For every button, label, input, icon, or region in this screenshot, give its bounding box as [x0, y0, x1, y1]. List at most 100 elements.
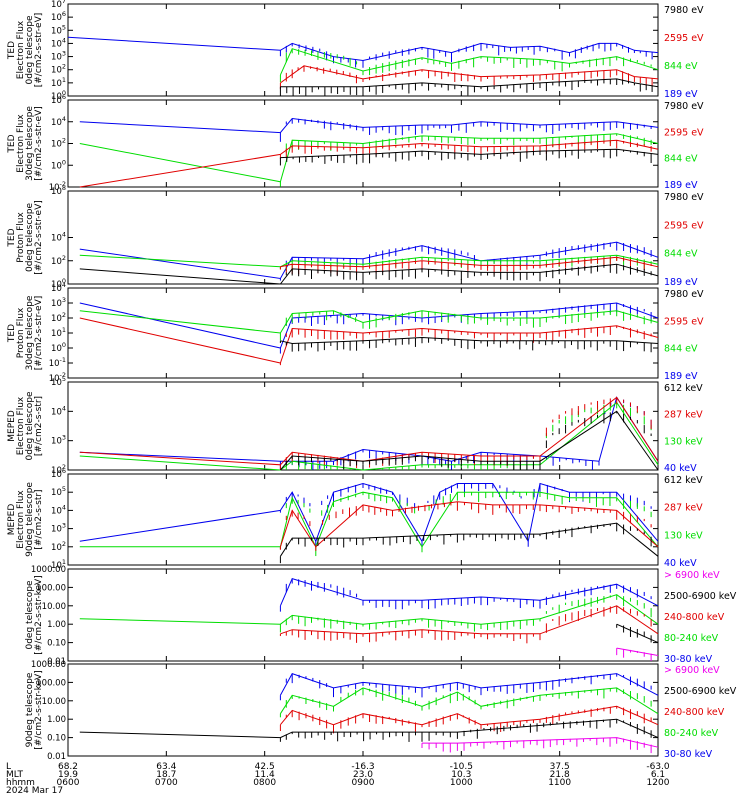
- y-tick-label: 10.00: [42, 602, 66, 612]
- y-axis-label: Electron Flux: [16, 396, 26, 455]
- y-tick-label: 1000.00: [31, 565, 66, 575]
- legend-item: 7980 eV: [664, 101, 704, 112]
- legend-item: 2595 eV: [664, 33, 704, 44]
- panel-3: 108 104 102 100 TED Proton Flux 0deg telescope…: [7, 184, 704, 290]
- y-axis-label: [#/cm2-s-str-eV]: [34, 106, 44, 181]
- y-tick-label: 102: [51, 311, 66, 324]
- footer-l-value: -16.3: [351, 762, 374, 772]
- series-2595-ev: [79, 139, 659, 188]
- series-612-kev: [279, 522, 659, 564]
- y-tick-label: 100: [51, 89, 66, 102]
- legend-item: 7980 eV: [664, 289, 704, 300]
- series-189-ev: [79, 302, 659, 354]
- y-axis-label: [#/cm2-s-str]: [34, 396, 44, 456]
- legend-item: 80-240 keV: [664, 728, 719, 739]
- legend-item: 40 keV: [664, 558, 697, 569]
- series-30-80-kev: [279, 577, 659, 612]
- legend-item: 80-240 keV: [664, 633, 719, 644]
- legend-item: 7980 eV: [664, 192, 704, 203]
- y-axis-label: [#/cm2-s-str-keV]: [34, 670, 44, 749]
- y-tick-label: 104: [51, 281, 66, 294]
- footer-l-value: 63.4: [156, 762, 176, 772]
- legend-item: 287 keV: [664, 503, 703, 514]
- y-tick-label: 103: [51, 50, 66, 63]
- footer-mlt-value: 18.7: [156, 770, 176, 780]
- panel-7: 1000.00 100.00 10.00 1.00 0.10 0.01 0deg teles…: [25, 565, 737, 667]
- series-line: [79, 396, 659, 466]
- series-240-800-kev: [279, 705, 659, 734]
- y-axis-label: 0deg telescope: [25, 391, 35, 461]
- y-tick-label: 101: [51, 558, 66, 571]
- y-axis-label: 30deg telescope: [25, 295, 35, 370]
- footer-l-value: 37.5: [550, 762, 570, 772]
- y-axis-label: TED: [7, 41, 17, 60]
- series-line: [280, 605, 659, 635]
- y-tick-label: 10-2: [49, 180, 66, 193]
- footer-mlt-value: 6.1: [651, 770, 665, 780]
- series--6900-kev: [421, 737, 659, 754]
- footer-hhmm-value: 1000: [450, 778, 473, 788]
- legend-item: 612 keV: [664, 383, 703, 394]
- y-tick-label: 101: [51, 76, 66, 89]
- y-tick-label: 0.10: [47, 734, 66, 744]
- footer-mlt-value: 19.9: [58, 770, 78, 780]
- y-tick-label: 10-2: [49, 371, 66, 384]
- panel-8: 1000.00 100.00 10.00 1.00 0.10 0.01 90deg tele…: [25, 660, 737, 762]
- legend-item: 240-800 keV: [664, 707, 725, 718]
- series-844-ev: [279, 48, 659, 83]
- y-axis-label: 90deg telescope: [25, 672, 35, 747]
- plot-frame: [67, 568, 659, 662]
- legend-item: 189 eV: [664, 277, 698, 288]
- legend-item: 189 eV: [664, 89, 698, 100]
- series-80-240-kev: [79, 594, 659, 633]
- footer-l-value: 68.2: [58, 762, 78, 772]
- y-tick-label: 103: [51, 434, 66, 447]
- y-tick-label: 102: [51, 254, 66, 267]
- y-tick-label: 104: [51, 231, 66, 244]
- series-844-ev: [79, 133, 659, 187]
- footer-hhmm-value: 0800: [253, 778, 276, 788]
- legend-item: 7980 eV: [664, 5, 704, 16]
- series-7980-ev: [279, 148, 659, 166]
- series-line: [79, 491, 659, 549]
- series-30-80-kev: [279, 672, 659, 701]
- footer-l-value: 42.5: [255, 762, 275, 772]
- legend-item: 2595 eV: [664, 220, 704, 231]
- y-tick-label: 100: [51, 158, 66, 171]
- legend-item: 612 keV: [664, 475, 703, 486]
- y-axis-label: TED: [7, 228, 17, 247]
- y-axis-label: 0deg telescope: [25, 15, 35, 85]
- footer-mlt-value: 10.3: [451, 770, 471, 780]
- y-tick-label: 1.00: [47, 715, 66, 725]
- legend-item: 30-80 keV: [664, 749, 713, 760]
- series-287-kev: [279, 501, 659, 551]
- footer-mlt-value: 23.0: [353, 770, 373, 780]
- footer-row-label: 2024 Mar 17: [6, 786, 63, 796]
- footer-hhmm-value: 0600: [57, 778, 80, 788]
- y-tick-label: 104: [51, 36, 66, 49]
- footer-hhmm-value: 1200: [647, 778, 670, 788]
- y-axis-label: [#/cm2-s-str-eV]: [34, 296, 44, 371]
- series-7980-ev: [79, 263, 659, 285]
- legend-item: 2595 eV: [664, 316, 704, 327]
- y-tick-label: 104: [51, 115, 66, 128]
- legend-item: > 6900 keV: [664, 570, 720, 581]
- y-tick-label: 105: [51, 485, 66, 498]
- y-axis-label: 0deg telescope: [25, 203, 35, 273]
- series-80-240-kev: [279, 687, 659, 718]
- series-844-ev: [79, 310, 659, 341]
- footer-hhmm-value: 0900: [352, 778, 375, 788]
- y-tick-label: 100: [51, 341, 66, 354]
- y-tick-label: 104: [51, 404, 66, 417]
- y-axis-label: Electron Flux: [16, 490, 26, 549]
- legend-item: 240-800 keV: [664, 612, 725, 623]
- panel-5: 105 104 103 102 MEPED Electron Flux 0deg teles…: [7, 375, 703, 476]
- plot-frame: [67, 190, 659, 285]
- y-tick-label: 105: [51, 23, 66, 36]
- y-axis-label: Electron Flux: [16, 114, 26, 173]
- legend-item: 844 eV: [664, 344, 698, 355]
- plot-frame: [67, 3, 659, 97]
- y-axis-label: Electron Flux: [16, 20, 26, 79]
- y-axis-label: [#/cm2-s-str-eV]: [34, 13, 44, 88]
